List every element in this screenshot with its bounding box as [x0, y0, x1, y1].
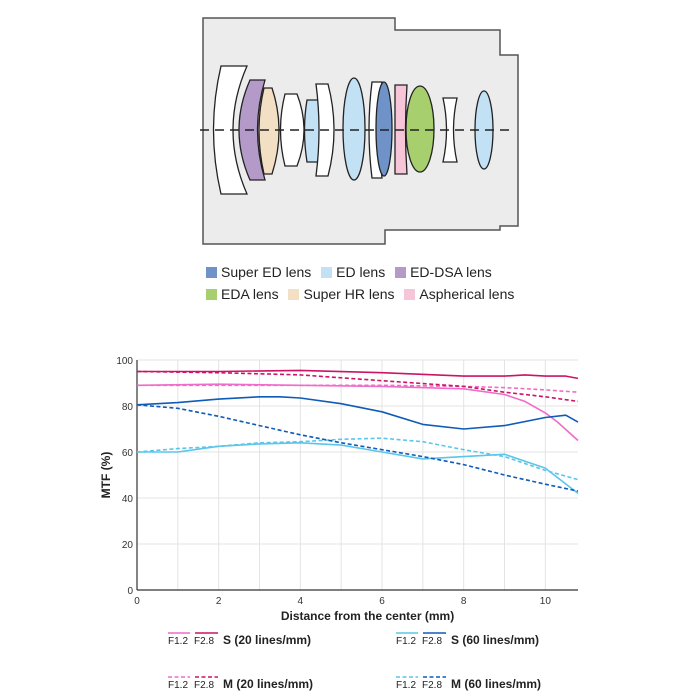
lens-element-7-ed	[342, 77, 366, 181]
series-line-8	[136, 404, 579, 492]
lens-element-3-super-hr	[258, 87, 280, 175]
legend-super-hr: Super HR lens	[288, 286, 395, 302]
x-tick-label: 6	[379, 596, 385, 607]
y-tick-label: 20	[122, 540, 134, 551]
x-axis-label: Distance from the center (mm)	[281, 609, 454, 623]
x-tick-label: 8	[461, 596, 467, 607]
y-tick-label: 100	[116, 356, 133, 367]
legend-aspherical: Aspherical lens	[404, 286, 514, 302]
legend-ed-dsa: ED-DSA lens	[395, 264, 492, 280]
key-f1-label: F1.2	[168, 680, 188, 691]
swatch-aspherical	[404, 288, 416, 300]
series-line-5	[137, 442, 579, 495]
x-tick-label: 0	[134, 596, 140, 607]
legend-label: Super HR lens	[303, 286, 395, 302]
key-f1-label: F1.2	[168, 636, 188, 647]
legend-eda: EDA lens	[206, 286, 279, 302]
swatch-eda	[206, 288, 217, 300]
x-tick-label: 4	[298, 596, 304, 607]
key-f2-label: F2.8	[194, 680, 214, 691]
y-tick-label: 60	[122, 448, 134, 459]
series-line-2	[137, 369, 579, 380]
key-series-label: M (60 lines/mm)	[451, 677, 541, 691]
lens-element-11-eda	[405, 85, 435, 173]
lens-element-12	[442, 97, 458, 163]
y-axis-label: MTF (%)	[99, 452, 113, 499]
legend-label: ED lens	[336, 264, 386, 280]
y-tick-label: 40	[122, 494, 134, 505]
swatch-super-ed	[206, 266, 217, 278]
key-series-label: M (20 lines/mm)	[223, 677, 313, 691]
legend-label: Aspherical lens	[419, 286, 515, 302]
series-line-1	[136, 383, 579, 442]
swatch-ed-dsa	[395, 266, 407, 278]
legend-super-ed: Super ED lens	[206, 264, 311, 280]
key-f1-label: F1.2	[396, 636, 416, 647]
key-f1-label: F1.2	[396, 680, 416, 691]
legend-label: Super ED lens	[221, 264, 312, 280]
legend-ed: ED lens	[321, 264, 385, 280]
series-line-6	[136, 395, 579, 430]
key-series-label: S (60 lines/mm)	[451, 633, 539, 647]
legend-label: ED-DSA lens	[410, 264, 492, 280]
key-series-label: S (20 lines/mm)	[223, 633, 311, 647]
key-f2-label: F2.8	[422, 680, 442, 691]
swatch-super-hr	[288, 288, 300, 300]
x-tick-label: 10	[540, 596, 552, 607]
lens-legend-row-2: EDA lens Super HR lens Aspherical lens	[206, 286, 520, 303]
lens-element-9-super-ed	[375, 81, 393, 177]
lens-construction-diagram	[200, 17, 519, 245]
series-line-7	[136, 437, 579, 481]
y-tick-label: 0	[127, 586, 133, 597]
key-f2-label: F2.8	[422, 636, 442, 647]
x-tick-label: 2	[216, 596, 222, 607]
legend-label: EDA lens	[221, 286, 279, 302]
key-f2-label: F2.8	[194, 636, 214, 647]
lens-legend-row-1: Super ED lens ED lens ED-DSA lens	[206, 264, 498, 281]
y-tick-label: 80	[122, 402, 134, 413]
mtf-chart: 0 20 40 60 80 100 0 2 4 6 8 10 Distance from the cen…	[99, 356, 579, 691]
swatch-ed	[321, 266, 333, 278]
series-line-4	[136, 370, 579, 403]
